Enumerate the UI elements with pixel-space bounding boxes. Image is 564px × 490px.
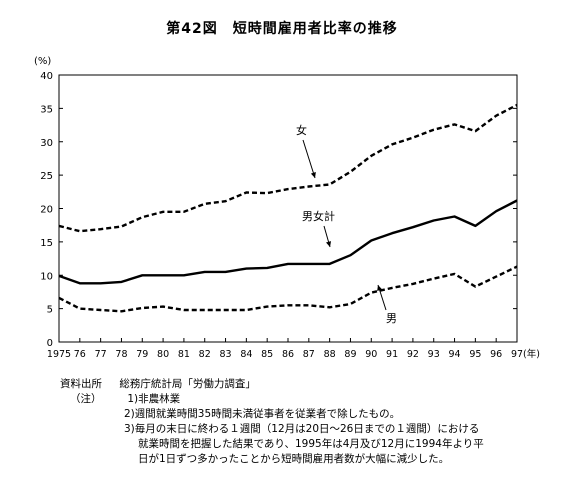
plot-frame [58, 74, 518, 343]
x-tick-label: 80 [157, 349, 169, 360]
x-tick-label: 96 [490, 349, 502, 360]
label-men: 男 [386, 312, 397, 325]
y-tick-label: 35 [40, 104, 53, 115]
y-axis-unit: (%) [34, 56, 51, 67]
x-tick-label: 76 [74, 349, 86, 360]
note-label: （注） [70, 393, 102, 405]
x-tick-label: 90 [365, 349, 377, 360]
y-tick-label: 15 [40, 238, 53, 249]
x-tick-label: 87 [303, 349, 315, 360]
note-1: 1)非農林業 [127, 393, 181, 405]
label-women: 女 [296, 123, 307, 137]
x-tick-label: 88 [324, 349, 336, 360]
x-tick-label: 95 [469, 349, 481, 360]
series-line-women [58, 103, 518, 233]
x-tick-label: 91 [386, 349, 398, 360]
source-label: 資料出所 [60, 378, 102, 390]
x-tick-label: 77 [95, 349, 107, 360]
note-2: 2)週間就業時間35時間未満従事者を従業者で除したもの。 [124, 408, 401, 420]
y-tick-label: 30 [40, 138, 53, 149]
y-tick-label: 20 [40, 205, 53, 216]
series-line-men [58, 265, 518, 313]
x-tick-label: 79 [136, 349, 148, 360]
pointer-women-head [310, 172, 316, 178]
x-tick-label: 92 [407, 349, 419, 360]
source-text: 総務庁統計局「労働力調査」 [119, 378, 256, 390]
note-3-line-3: 日が1日ずつ多かったことから短時間雇用者数が大幅に減少した。 [138, 453, 450, 465]
pointer-men-head [377, 285, 383, 291]
x-tick-label: 83 [219, 349, 231, 360]
notes-block: 資料出所 総務庁統計局「労働力調査」 （注） 1)非農林業 2)週間就業時間35… [60, 377, 484, 467]
series-line-total [58, 199, 518, 285]
x-tick-label: 89 [344, 349, 356, 360]
y-tick-label: 5 [47, 305, 53, 316]
y-tick-label: 25 [40, 171, 53, 182]
y-tick-label: 10 [40, 271, 53, 282]
note-row-3: 3)毎月の末日に終わる１週間（12月は20日～26日までの１週間）における [60, 422, 484, 437]
x-tick-label: 1975 [47, 349, 71, 360]
note-row-4: 就業時間を把握した結果であり、1995年は4月及び12月に1994年より平 [60, 437, 484, 452]
pointer-women [302, 139, 316, 179]
x-tick-label: 82 [199, 349, 211, 360]
note-row-5: 日が1日ずつ多かったことから短時間雇用者数が大幅に減少した。 [60, 452, 484, 467]
x-tick-label: 93 [428, 349, 440, 360]
x-tick-label: 84 [240, 349, 252, 360]
x-tick-label: 97 [511, 349, 523, 360]
label-total: 男女計 [302, 209, 335, 223]
note-3-line-2: 就業時間を把握した結果であり、1995年は4月及び12月に1994年より平 [138, 438, 484, 450]
y-tick-label: 40 [40, 71, 53, 82]
y-tick-label: 0 [47, 338, 53, 349]
x-tick-label: 86 [282, 349, 294, 360]
x-tick-label: 85 [261, 349, 273, 360]
x-tick-label: 81 [178, 349, 190, 360]
source-row: 資料出所 総務庁統計局「労働力調査」 [60, 377, 484, 392]
x-tick-label: 94 [448, 349, 460, 360]
chart-title: 第42図 短時間雇用者比率の推移 [166, 21, 398, 37]
pointer-total-head [326, 241, 332, 247]
x-axis-unit: (年) [523, 348, 540, 360]
line-chart: 0 5 10 15 20 25 30 35 40 (%) 1975 76 77 78 79 80 81 82 83 8… [34, 56, 540, 360]
note-row-2: 2)週間就業時間35時間未満従事者を従業者で除したもの。 [60, 407, 484, 422]
note-row-1: （注） 1)非農林業 [60, 392, 484, 407]
note-3-line-1: 3)毎月の末日に終わる１週間（12月は20日～26日までの１週間）における [124, 423, 480, 435]
x-tick-label: 78 [115, 349, 127, 360]
